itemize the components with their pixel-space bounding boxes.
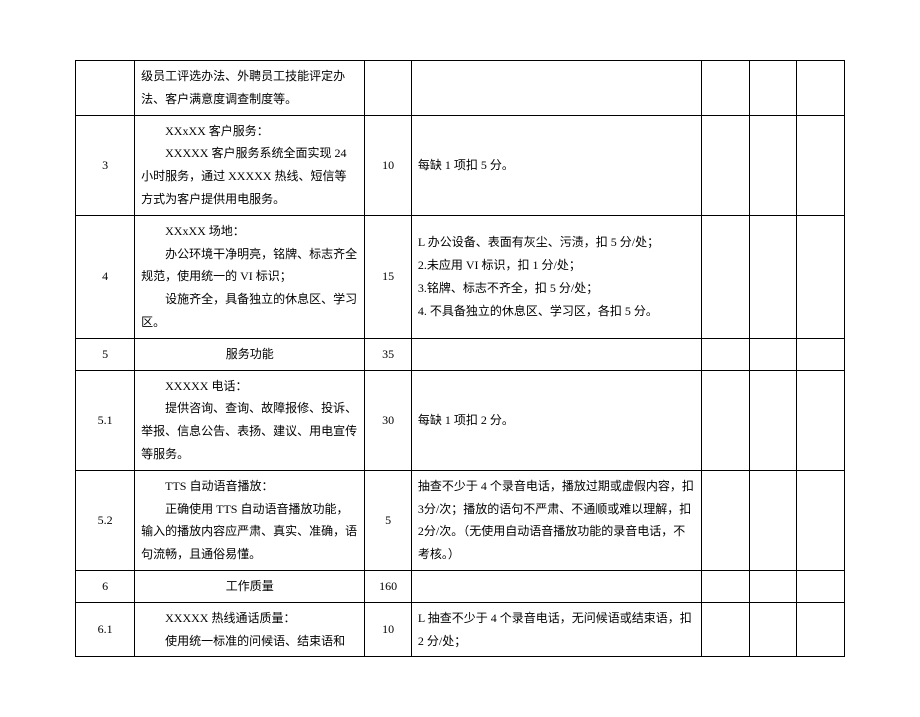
content-title: TTS 自动语音播放：: [141, 475, 358, 498]
criteria-line: 4. 不具备独立的休息区、学习区，各扣 5 分。: [418, 300, 695, 323]
cell-extra-3: [797, 370, 845, 470]
cell-extra-3: [797, 570, 845, 602]
cell-criteria: [411, 61, 701, 116]
cell-content: 服务功能: [135, 338, 365, 370]
cell-extra-1: [702, 338, 750, 370]
cell-content: XXxXX 客户服务： XXXXX 客户服务系统全面实现 24 小时服务，通过 …: [135, 115, 365, 215]
cell-num: 6: [76, 570, 135, 602]
cell-criteria: [411, 570, 701, 602]
criteria-line: 3.铭牌、标志不齐全，扣 5 分/处；: [418, 277, 695, 300]
cell-extra-2: [749, 115, 797, 215]
content-body: 提供咨询、查询、故障报修、投诉、举报、信息公告、表扬、建议、用电宣传等服务。: [141, 397, 358, 465]
criteria-line: L 办公设备、表面有灰尘、污渍，扣 5 分/处；: [418, 231, 695, 254]
cell-criteria: L 办公设备、表面有灰尘、污渍，扣 5 分/处； 2.未应用 VI 标识，扣 1…: [411, 215, 701, 338]
cell-criteria: 每缺 1 项扣 5 分。: [411, 115, 701, 215]
cell-extra-1: [702, 570, 750, 602]
cell-criteria: 抽查不少于 4 个录音电话，播放过期或虚假内容，扣 3分/次；播放的语句不严肃、…: [411, 470, 701, 570]
cell-content: XXXXX 热线通话质量： 使用统一标准的问候语、结束语和: [135, 602, 365, 657]
section-title: 工作质量: [226, 579, 274, 593]
cell-score: 10: [365, 115, 411, 215]
cell-content: TTS 自动语音播放： 正确使用 TTS 自动语音播放功能，输入的播放内容应严肃…: [135, 470, 365, 570]
content-body: XXXXX 客户服务系统全面实现 24 小时服务，通过 XXXXX 热线、短信等…: [141, 142, 358, 210]
cell-score: 10: [365, 602, 411, 657]
cell-extra-2: [749, 61, 797, 116]
cell-content: XXXXX 电话： 提供咨询、查询、故障报修、投诉、举报、信息公告、表扬、建议、…: [135, 370, 365, 470]
cell-num: [76, 61, 135, 116]
cell-num: 6.1: [76, 602, 135, 657]
cell-num: 4: [76, 215, 135, 338]
cell-score: [365, 61, 411, 116]
content-body-2: 设施齐全，具备独立的休息区、学习区。: [141, 288, 358, 334]
cell-score: 30: [365, 370, 411, 470]
cell-num: 5: [76, 338, 135, 370]
cell-extra-3: [797, 470, 845, 570]
cell-extra-1: [702, 370, 750, 470]
evaluation-table: 级员工评选办法、外聘员工技能评定办法、客户满意度调查制度等。 3 XXxXX 客…: [75, 60, 845, 657]
cell-extra-1: [702, 115, 750, 215]
table-row: 6 工作质量 160: [76, 570, 845, 602]
cell-extra-3: [797, 338, 845, 370]
cell-extra-2: [749, 602, 797, 657]
cell-criteria: L 抽查不少于 4 个录音电话，无问候语或结束语，扣2 分/处；: [411, 602, 701, 657]
cell-extra-3: [797, 61, 845, 116]
cell-extra-3: [797, 602, 845, 657]
table-row: 5 服务功能 35: [76, 338, 845, 370]
cell-extra-2: [749, 470, 797, 570]
cell-score: 160: [365, 570, 411, 602]
cell-criteria: [411, 338, 701, 370]
table-row: 5.1 XXXXX 电话： 提供咨询、查询、故障报修、投诉、举报、信息公告、表扬…: [76, 370, 845, 470]
cell-extra-3: [797, 215, 845, 338]
cell-extra-1: [702, 602, 750, 657]
content-body: 使用统一标准的问候语、结束语和: [141, 630, 358, 653]
cell-criteria: 每缺 1 项扣 2 分。: [411, 370, 701, 470]
content-title: XXXXX 热线通话质量：: [141, 607, 358, 630]
table-row: 4 XXxXX 场地： 办公环境干净明亮，铭牌、标志齐全规范，使用统一的 VI …: [76, 215, 845, 338]
content-body-1: 办公环境干净明亮，铭牌、标志齐全规范，使用统一的 VI 标识；: [141, 243, 358, 289]
table-row: 级员工评选办法、外聘员工技能评定办法、客户满意度调查制度等。: [76, 61, 845, 116]
cell-extra-3: [797, 115, 845, 215]
cell-extra-1: [702, 215, 750, 338]
content-title: XXXXX 电话：: [141, 375, 358, 398]
table-row: 6.1 XXXXX 热线通话质量： 使用统一标准的问候语、结束语和 10 L 抽…: [76, 602, 845, 657]
table-row: 5.2 TTS 自动语音播放： 正确使用 TTS 自动语音播放功能，输入的播放内…: [76, 470, 845, 570]
cell-num: 5.2: [76, 470, 135, 570]
cell-score: 35: [365, 338, 411, 370]
content-body: 级员工评选办法、外聘员工技能评定办法、客户满意度调查制度等。: [141, 65, 358, 111]
cell-content: 工作质量: [135, 570, 365, 602]
cell-extra-1: [702, 470, 750, 570]
section-title: 服务功能: [226, 347, 274, 361]
cell-extra-2: [749, 215, 797, 338]
content-body: 正确使用 TTS 自动语音播放功能，输入的播放内容应严肃、真实、准确，语句流畅，…: [141, 498, 358, 566]
cell-extra-2: [749, 570, 797, 602]
cell-score: 15: [365, 215, 411, 338]
content-title: XXxXX 场地：: [141, 220, 358, 243]
criteria-line: 2.未应用 VI 标识，扣 1 分/处；: [418, 254, 695, 277]
content-title: XXxXX 客户服务：: [141, 120, 358, 143]
cell-extra-2: [749, 370, 797, 470]
table-row: 3 XXxXX 客户服务： XXXXX 客户服务系统全面实现 24 小时服务，通…: [76, 115, 845, 215]
cell-num: 5.1: [76, 370, 135, 470]
cell-extra-1: [702, 61, 750, 116]
cell-num: 3: [76, 115, 135, 215]
cell-content: XXxXX 场地： 办公环境干净明亮，铭牌、标志齐全规范，使用统一的 VI 标识…: [135, 215, 365, 338]
cell-content: 级员工评选办法、外聘员工技能评定办法、客户满意度调查制度等。: [135, 61, 365, 116]
cell-score: 5: [365, 470, 411, 570]
cell-extra-2: [749, 338, 797, 370]
